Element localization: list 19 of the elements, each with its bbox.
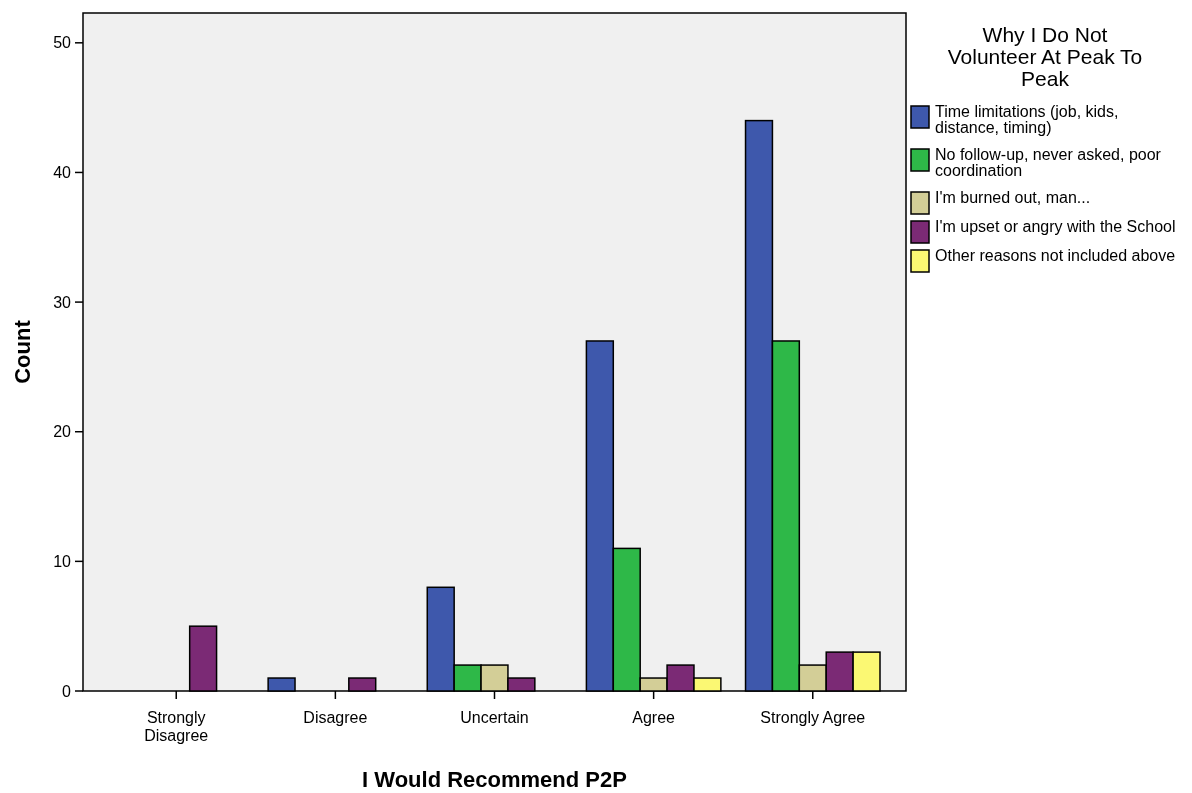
x-axis-title: I Would Recommend P2P <box>362 767 627 792</box>
y-axis-title: Count <box>10 319 35 384</box>
x-tick-label: Agree <box>632 709 676 726</box>
legend-label: I'm burned out, man... <box>935 189 1091 206</box>
y-tick-label: 20 <box>53 423 72 441</box>
y-tick-label: 0 <box>62 682 72 700</box>
legend-label: No follow-up, never asked, poor coordination <box>935 146 1162 179</box>
x-tick-label: Strongly Agree <box>760 709 866 726</box>
legend-label: Time limitations (job, kids, distance, timing) <box>935 103 1119 136</box>
y-tick-label: 10 <box>53 552 72 570</box>
y-tick-label: 40 <box>53 164 72 182</box>
x-tick-label: Disagree <box>303 709 368 726</box>
legend-label: Other reasons not included above <box>935 247 1176 264</box>
y-tick-label: 30 <box>53 293 72 311</box>
x-tick-label: Uncertain <box>460 709 529 726</box>
legend-label: I'm upset or angry with the School <box>935 218 1176 235</box>
y-tick-label: 50 <box>53 34 72 52</box>
legend-title: Why I Do Not Volunteer At Peak To Peak <box>947 23 1143 90</box>
x-tick-label: Strongly Disagree <box>144 709 209 744</box>
